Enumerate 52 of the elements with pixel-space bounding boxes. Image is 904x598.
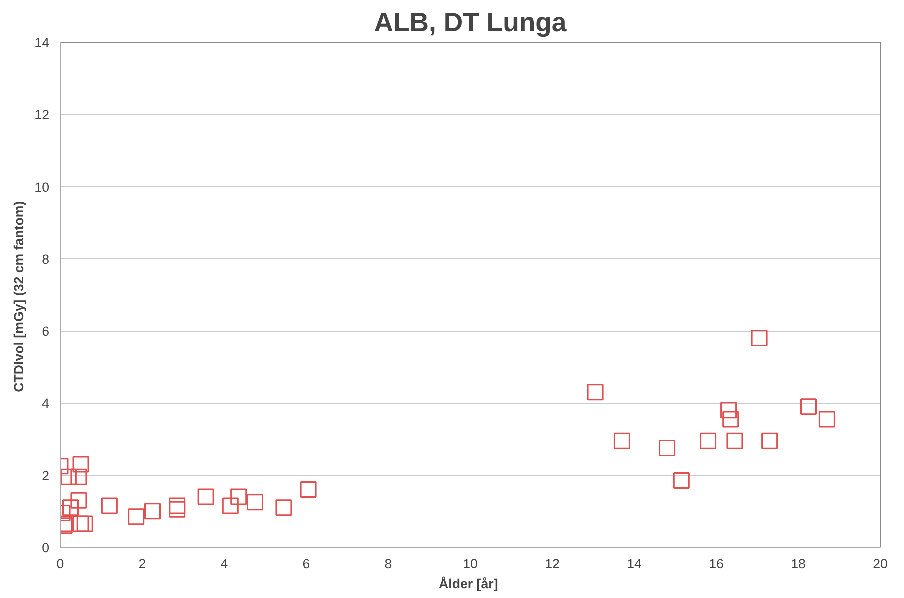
x-tick-label: 8: [384, 556, 392, 572]
point: [300, 482, 317, 498]
point: [700, 432, 717, 450]
point: [222, 498, 239, 514]
x-axis-title: Ålder [år]: [439, 576, 498, 592]
point: [818, 411, 836, 428]
point: [762, 432, 778, 450]
point: [169, 498, 186, 514]
point: [70, 492, 88, 509]
point: [144, 503, 161, 520]
y-tick-label: 4: [42, 396, 50, 412]
point: [722, 411, 740, 428]
x-tick-label: 12: [545, 556, 560, 572]
x-tick-label: 10: [463, 556, 478, 572]
point: [62, 500, 79, 516]
point: [587, 384, 604, 401]
point: [72, 456, 90, 473]
x-tick-label: 2: [138, 556, 146, 572]
point: [70, 468, 88, 486]
x-tick-label: 4: [220, 556, 229, 572]
x-tick-label: 6: [302, 556, 310, 572]
point: [230, 488, 248, 506]
point: [751, 330, 768, 347]
point: [614, 432, 630, 450]
x-tick-label: 16: [709, 556, 724, 572]
point: [247, 494, 264, 511]
point: [198, 488, 214, 506]
y-tick-label: 14: [34, 36, 50, 50]
point: [659, 440, 676, 457]
point: [128, 508, 145, 526]
y-tick-label: 8: [42, 252, 50, 267]
y-axis-title: CTDIvol [mGy] (32 cm fantom): [12, 201, 27, 392]
point: [800, 398, 817, 416]
point: [720, 402, 738, 419]
point: [276, 500, 292, 516]
point: [101, 498, 118, 514]
point: [72, 516, 90, 532]
point: [76, 516, 94, 532]
point: [169, 501, 186, 518]
y-tick-label: 2: [42, 468, 50, 484]
chart-title: ALB, DT Lunga: [374, 8, 567, 38]
x-tick-label: 20: [873, 556, 888, 572]
x-tick-label: 14: [627, 556, 642, 572]
point: [726, 432, 744, 450]
y-tick-label: 12: [34, 108, 50, 123]
y-tick-label: 6: [42, 324, 50, 340]
y-tick-label: 10: [34, 180, 50, 195]
point: [673, 472, 690, 490]
x-tick-label: 0: [56, 556, 64, 572]
point: [60, 468, 77, 486]
y-tick-label: 0: [42, 540, 50, 556]
x-tick-label: 18: [791, 556, 806, 572]
